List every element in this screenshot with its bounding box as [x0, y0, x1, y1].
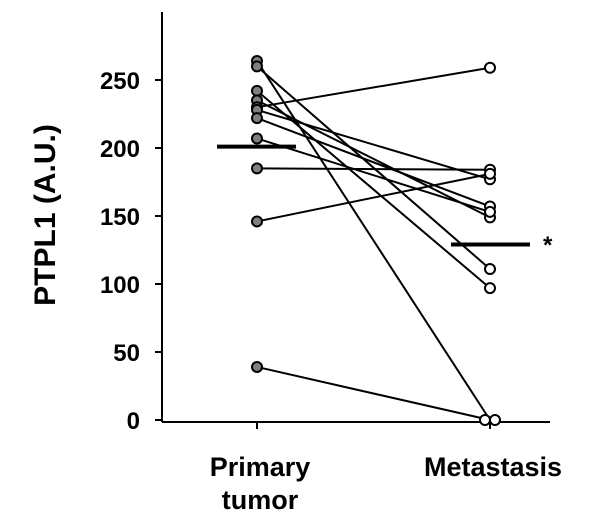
pair-line — [256, 108, 491, 181]
y-tick-label: 250 — [100, 68, 140, 95]
paired-lines — [256, 60, 491, 421]
y-tick-label: 200 — [100, 136, 140, 163]
point-metastasis — [484, 205, 496, 218]
point-metastasis — [479, 414, 491, 426]
y-tick-label: 100 — [100, 272, 140, 299]
point-metastasis — [484, 167, 496, 180]
pair-line — [256, 66, 491, 109]
category-label: Metastasis — [424, 452, 562, 482]
point-metastasis — [484, 61, 496, 74]
y-tick-label: 50 — [113, 340, 140, 367]
point-primary-tumor — [251, 60, 263, 73]
category-label: Primary — [210, 452, 311, 482]
pair-line — [256, 60, 491, 421]
category-label: tumor — [222, 485, 299, 515]
point-primary-tumor — [251, 84, 263, 97]
y-tick-label: 0 — [127, 408, 140, 435]
pair-line — [256, 99, 491, 219]
point-metastasis — [489, 414, 501, 426]
point-metastasis — [484, 282, 496, 295]
pair-line — [256, 137, 491, 213]
y-tick-label: 150 — [100, 204, 140, 231]
pair-line — [256, 365, 491, 421]
mean-bars — [217, 144, 530, 247]
pair-line — [256, 90, 491, 289]
pair-line — [256, 172, 491, 223]
point-primary-tumor — [251, 360, 263, 373]
point-metastasis — [484, 263, 496, 276]
pair-line — [256, 167, 491, 171]
point-primary-tumor — [251, 132, 263, 145]
significance-marker: * — [543, 232, 553, 259]
y-axis: 0 50 100 150 200 250 — [100, 12, 163, 435]
point-primary-tumor — [251, 162, 263, 175]
data-points — [251, 54, 501, 426]
point-primary-tumor — [251, 215, 263, 228]
pair-line — [256, 117, 491, 208]
point-primary-tumor — [251, 112, 263, 125]
y-axis-label: PTPL1 (A.U.) — [29, 124, 62, 306]
